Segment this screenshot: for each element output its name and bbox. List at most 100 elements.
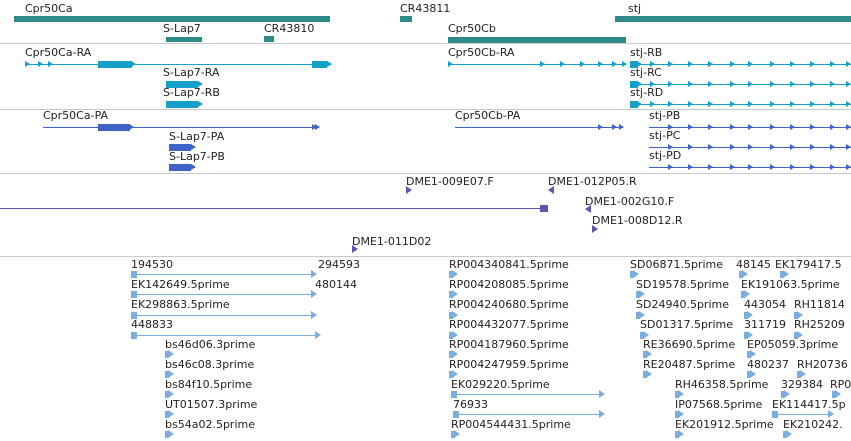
feature-label: RH46358.5prime [675, 378, 769, 391]
strand-arrow-icon [688, 164, 693, 170]
strand-arrow-icon [770, 101, 775, 107]
intron-line [448, 64, 626, 65]
strand-arrow-icon [810, 81, 815, 87]
strand-arrow-icon [452, 290, 458, 298]
feature-label: EK114417.5p [772, 398, 846, 411]
intron-line [630, 84, 851, 85]
strand-arrow-icon [580, 61, 585, 67]
feature-label: bs84f10.5prime [165, 378, 253, 391]
strand-arrow-icon [846, 61, 851, 67]
strand-arrow-icon [750, 350, 756, 358]
strand-arrow-icon [327, 61, 332, 67]
strand-arrow-icon [612, 61, 617, 67]
strand-arrow-icon [168, 350, 174, 358]
strand-arrow-icon [846, 81, 851, 87]
strand-arrow-icon [668, 101, 673, 107]
strand-arrow-icon [810, 61, 815, 67]
strand-arrow-icon [708, 124, 713, 130]
est-block [449, 371, 453, 378]
strand-arrow-icon [191, 144, 196, 150]
est-block [643, 371, 647, 378]
strand-arrow-icon [770, 81, 775, 87]
est-block [165, 431, 169, 438]
strand-arrow-icon [688, 101, 693, 107]
strand-arrow-icon [168, 370, 174, 378]
strand-arrow-icon [730, 164, 735, 170]
est-line [453, 414, 603, 415]
est-block [794, 332, 798, 339]
est-block [783, 431, 787, 438]
strand-arrow-icon [708, 81, 713, 87]
feature-label: S-Lap7-RA [163, 66, 220, 79]
feature-label: RP004208085.5prime [449, 278, 569, 291]
strand-arrow-icon [783, 270, 789, 278]
feature-label: stj-RB [630, 46, 663, 59]
est-block [744, 332, 748, 339]
strand-arrow-icon [452, 370, 458, 378]
strand-arrow-icon [352, 245, 358, 253]
intron-line [43, 127, 319, 128]
strand-arrow-icon [810, 124, 815, 130]
strand-arrow-icon [708, 164, 713, 170]
strand-arrow-icon [730, 61, 735, 67]
strand-arrow-icon [708, 144, 713, 150]
strand-arrow-icon [770, 124, 775, 130]
strand-arrow-icon [830, 81, 835, 87]
feature-label: EK029220.5prime [451, 378, 550, 391]
strand-arrow-icon [810, 164, 815, 170]
strand-arrow-icon [846, 164, 851, 170]
strand-arrow-icon [646, 350, 652, 358]
feature-label: IP07568.5prime [675, 398, 763, 411]
strand-arrow-icon [730, 144, 735, 150]
strand-arrow-icon [835, 390, 841, 398]
strand-arrow-icon [790, 101, 795, 107]
strand-arrow-icon [750, 370, 756, 378]
strand-arrow-icon [790, 61, 795, 67]
feature-label: 48145 [736, 258, 771, 271]
strand-arrow-icon [790, 164, 795, 170]
strand-arrow-icon [797, 311, 803, 319]
est-block [451, 391, 457, 398]
est-block [449, 351, 453, 358]
strand-arrow-icon [784, 390, 790, 398]
strand-arrow-icon [830, 164, 835, 170]
strand-arrow-icon [790, 144, 795, 150]
feature-label: bs46c08.3prime [165, 358, 255, 371]
feature-label: RE36690.5prime [643, 338, 736, 351]
exon-block [98, 124, 130, 131]
feature-label: RE20487.5prime [643, 358, 736, 371]
strand-arrow-icon [786, 430, 792, 438]
feature-label: bs46d06.3prime [165, 338, 256, 351]
strand-arrow-icon [598, 61, 603, 67]
exon-block [98, 61, 132, 68]
feature-label: RP0 [830, 378, 851, 391]
strand-arrow-icon [748, 81, 753, 87]
est-block [165, 351, 169, 358]
feature-label: RP004240680.5prime [449, 298, 569, 311]
feature-bar [264, 36, 274, 42]
feature-label: 194530 [131, 258, 173, 271]
strand-arrow-icon [846, 101, 851, 107]
feature-label: DME1-009E07.F [406, 175, 494, 188]
strand-arrow-icon [452, 270, 458, 278]
est-line [131, 315, 315, 316]
est-block [165, 371, 169, 378]
strand-arrow-icon [744, 290, 750, 298]
feature-label: DME1-008D12.R [592, 214, 683, 227]
feature-label: Cpr50Cb [448, 22, 496, 35]
strand-arrow-icon [612, 124, 617, 130]
strand-arrow-icon [599, 390, 605, 398]
strand-arrow-icon [668, 164, 673, 170]
feature-label: EK142649.5prime [131, 278, 230, 291]
strand-arrow-icon [730, 81, 735, 87]
exon-block [169, 164, 191, 171]
feature-label: 311719 [744, 318, 786, 331]
est-block [165, 391, 169, 398]
strand-arrow-icon [678, 390, 684, 398]
est-block [832, 391, 836, 398]
feature-label: Cpr50Ca [25, 2, 73, 15]
feature-label: stj [628, 2, 642, 15]
est-block [131, 291, 137, 298]
feature-label: 76933 [453, 398, 488, 411]
feature-bar [400, 16, 412, 22]
